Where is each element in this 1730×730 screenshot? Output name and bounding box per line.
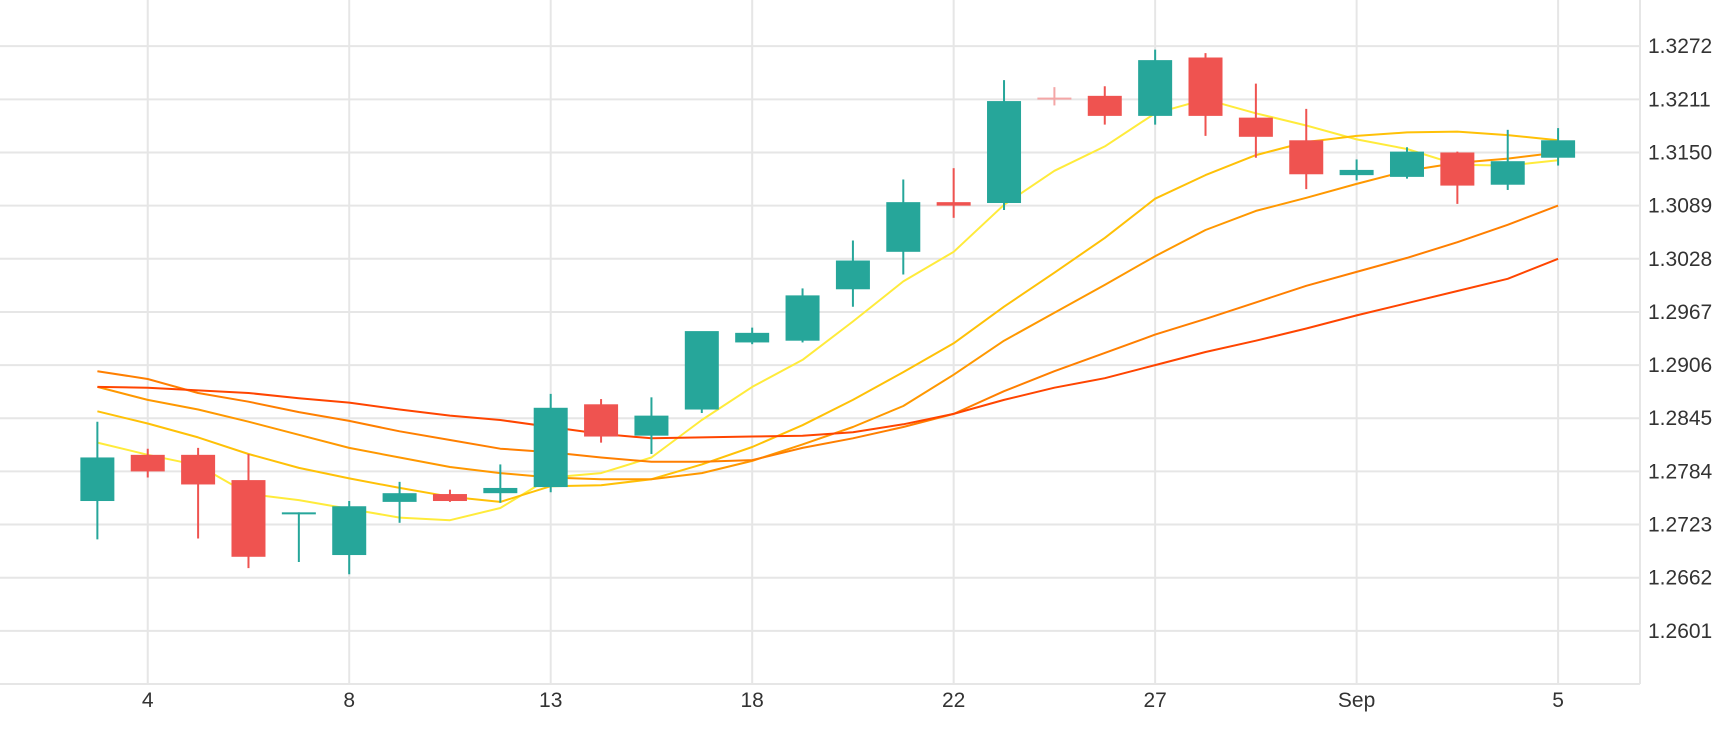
candle-body [584,404,619,437]
candle-down [432,489,467,502]
x-tick-label: 22 [942,689,965,712]
x-tick-label: 13 [539,689,562,712]
candle-down [1289,108,1324,190]
candle-body [1087,95,1122,116]
candle-body [886,202,921,252]
y-tick-label: 1.3089 [1648,195,1712,218]
candle-up [886,179,921,275]
candle-body [1541,140,1576,158]
y-tick-label: 1.2723 [1648,514,1712,537]
candle-up [332,501,367,575]
grid [0,0,1640,684]
candle-body [1440,152,1475,186]
candle-down [181,447,216,539]
candle-up [1541,128,1576,166]
candle-up [80,421,115,540]
y-tick-label: 1.2906 [1648,354,1712,377]
candle-up [533,393,568,493]
candle-down [1037,87,1072,106]
candle-body [231,480,266,557]
moving-average-line-4 [97,204,1559,463]
candle-up [1490,129,1525,190]
candle-up [1339,159,1374,181]
candle-body [1289,140,1324,175]
candle-up [382,481,417,523]
candle-body [1490,161,1525,185]
candle-body [634,415,669,436]
candle-body [835,260,870,290]
y-tick-label: 1.2784 [1648,460,1713,483]
candle-body [1138,60,1173,116]
candle-down [1238,83,1273,158]
moving-average-line-3 [97,151,1559,481]
x-tick-label: 27 [1143,689,1166,712]
x-tick-label: 18 [741,689,764,712]
candle-body [987,101,1022,204]
candle-body [936,202,971,206]
candle-down [1188,53,1223,136]
candle-body [533,407,568,488]
candle-body [432,494,467,502]
candle-body [130,454,165,472]
candle-down [130,448,165,478]
candle-down [1440,151,1475,204]
candle-body [785,295,820,341]
y-tick-label: 1.3211 [1648,88,1711,111]
x-tick-label: 8 [343,689,355,712]
candle-up [1389,147,1424,179]
axes [0,0,1641,685]
candle-down [231,453,266,569]
candle-body [483,487,518,494]
x-tick-label: Sep [1338,689,1375,712]
moving-average-lines [97,98,1559,522]
candle-body [1339,169,1374,176]
y-tick-label: 1.2601 [1648,620,1712,643]
x-axis-tick-labels: 4 8 13 18 22 27 Sep 5 [142,689,1564,712]
moving-average-line-2 [97,130,1559,503]
candle-up [1138,49,1173,125]
candle-body [332,506,367,556]
candle-body [80,457,115,502]
candle-up [987,80,1022,210]
candle-up [735,327,770,345]
y-tick-label: 1.3272 [1648,35,1712,58]
y-tick-label: 1.3150 [1648,141,1712,164]
candle-up [483,464,518,503]
moving-average-line-1 [97,98,1559,522]
candle-body [382,493,417,502]
x-tick-label: 5 [1552,689,1564,712]
candle-up [281,512,316,563]
candle-body [1238,117,1273,137]
candle-down [936,168,971,218]
candle-body [735,332,770,343]
candle-down [584,399,619,443]
candle-body [1188,57,1223,116]
candles [80,49,1576,575]
y-tick-label: 1.2662 [1648,567,1712,590]
candle-body [684,331,719,410]
candle-body [1389,151,1424,177]
candle-body [281,512,316,515]
y-tick-label: 1.2967 [1648,301,1712,324]
candle-down [1087,86,1122,125]
y-tick-label: 1.3028 [1648,248,1712,271]
candle-body [181,454,216,485]
y-axis-tick-labels: 1.2601 1.2662 1.2723 1.2784 1.2845 1.2906 1.29… [1648,35,1713,643]
x-tick-label: 4 [142,689,154,712]
candle-up [785,288,820,343]
candle-up [684,331,719,414]
y-tick-label: 1.2845 [1648,407,1712,430]
moving-average-line-5 [97,257,1559,440]
candle-up [634,397,669,454]
candle-body [1037,97,1072,100]
candle-up [835,240,870,307]
